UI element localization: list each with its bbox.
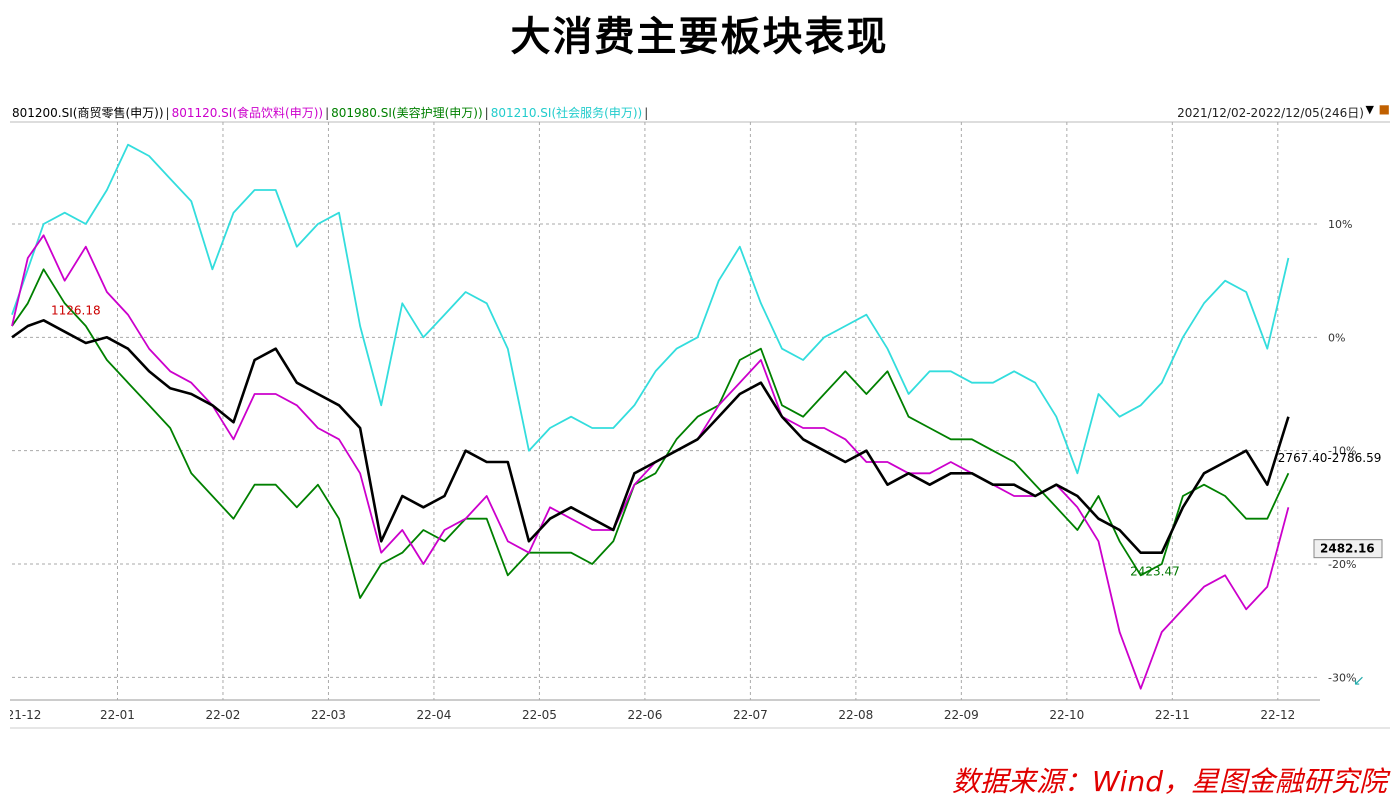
legend-item[interactable]: 801200.SI(商贸零售(申万)) xyxy=(12,106,164,120)
x-tick-label: 22-03 xyxy=(311,708,346,722)
y-tick-label: -10% xyxy=(1328,445,1356,458)
annotation-label: 2482.16 xyxy=(1320,542,1375,556)
y-tick-label: 0% xyxy=(1328,331,1345,344)
legend: 801200.SI(商贸零售(申万)) | 801120.SI(食品饮料(申万)) |… xyxy=(12,104,650,121)
export-icon[interactable]: ■ xyxy=(1378,102,1390,116)
chart-frame: 801200.SI(商贸零售(申万)) | 801120.SI(食品饮料(申万)) |… xyxy=(7,100,1390,730)
y-tick-label: -30% xyxy=(1328,671,1356,684)
series-line xyxy=(11,319,1290,555)
value-badge xyxy=(1313,539,1383,559)
date-range-label[interactable]: 2021/12/02-2022/12/05(246日) xyxy=(1177,106,1364,120)
x-tick-label: 22-02 xyxy=(206,708,241,722)
legend-separator: | xyxy=(484,106,489,120)
series-line xyxy=(11,234,1290,690)
annotation-label: 2767.40-2786.59 xyxy=(1278,451,1382,465)
line-chart: 21-12 22-01 22-02 22-03 22-04 22-05 22-06 22-07… xyxy=(7,121,1390,729)
x-tick-label: 22-08 xyxy=(838,708,873,722)
x-tick-label: 22-01 xyxy=(100,708,135,722)
y-tick-label: -20% xyxy=(1328,558,1356,571)
x-tick-label: 22-05 xyxy=(522,708,557,722)
y-tick-label: 10% xyxy=(1328,218,1352,231)
triangle-down-icon[interactable]: ▼ xyxy=(1365,103,1374,116)
x-tick-label: 22-11 xyxy=(1155,708,1190,722)
legend-item[interactable]: 801210.SI(社会服务(申万)) xyxy=(490,106,643,120)
series-line xyxy=(11,143,1290,475)
legend-item[interactable]: 801120.SI(食品饮料(申万)) xyxy=(171,106,324,120)
annotation-label: 2423.47 xyxy=(1130,564,1180,578)
x-tick-label: 22-06 xyxy=(627,708,662,722)
legend-item[interactable]: 801980.SI(美容护理(申万)) xyxy=(331,106,483,120)
series-line xyxy=(11,268,1290,599)
source-note: 数据来源：Wind，星图金融研究院 xyxy=(952,765,1387,798)
legend-separator: | xyxy=(325,106,330,120)
x-tick-label: 22-04 xyxy=(416,708,451,722)
legend-separator: | xyxy=(644,106,649,120)
arrow-icon: ↙ xyxy=(1353,673,1365,689)
x-tick-label: 22-09 xyxy=(944,708,979,722)
annotation-label: 1126.18 xyxy=(51,304,101,318)
x-tick-label: 22-12 xyxy=(1260,708,1295,722)
x-tick-label: 22-07 xyxy=(733,708,768,722)
legend-separator: | xyxy=(165,106,170,120)
x-tick-label: 22-10 xyxy=(1049,708,1084,722)
page-title: 大消费主要板块表现 xyxy=(510,14,889,60)
x-tick-label: 21-12 xyxy=(10,708,41,722)
